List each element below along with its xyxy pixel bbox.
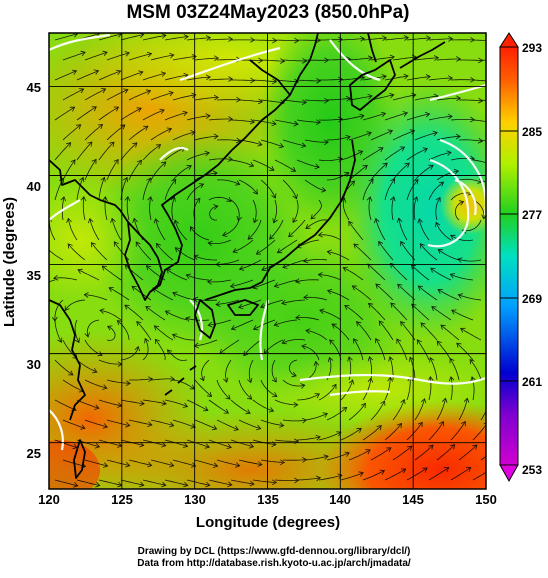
y-tick-label: 25 (27, 446, 41, 461)
streamline-arrowhead (38, 291, 43, 296)
colorbar-bottom-arrow (500, 465, 518, 481)
streamline-arrowhead (487, 399, 492, 404)
colorbar-top-arrow (500, 33, 518, 47)
colorbar-tick-label: 293 (522, 41, 542, 55)
temperature-field (0, 5, 548, 540)
x-tick-label: 125 (111, 492, 133, 507)
colorbar-tick-label: 253 (522, 463, 542, 477)
y-axis-label: Latitude (degrees) (1, 197, 18, 327)
y-tick-label: 45 (27, 80, 41, 95)
colorbar-tick-label: 277 (522, 208, 542, 222)
colorbar-scale (500, 47, 518, 465)
streamline-arrowhead (492, 120, 497, 125)
x-tick-label: 135 (257, 492, 279, 507)
x-axis-label: Longitude (degrees) (196, 514, 340, 531)
y-tick-label: 40 (27, 179, 41, 194)
x-tick-label: 120 (38, 492, 60, 507)
map-title: MSM 03Z24May2023 (850.0hPa) (126, 2, 409, 23)
colorbar: 293 285 277 269 261 253 (500, 33, 542, 481)
x-axis: 120 125 130 135 140 145 150 Longitude (d… (38, 492, 497, 531)
colorbar-tick-label: 269 (522, 292, 542, 306)
x-tick-label: 140 (329, 492, 351, 507)
colorbar-tick-label: 285 (522, 125, 542, 139)
y-axis: 45 40 35 30 25 Latitude (degrees) (1, 80, 41, 461)
x-tick-label: 145 (402, 492, 424, 507)
streamline-arrowhead (495, 189, 500, 194)
colorbar-tick-label: 261 (522, 375, 542, 389)
y-tick-label: 35 (27, 268, 41, 283)
credits-drawing: Drawing by DCL (https://www.gfd-dennou.o… (0, 546, 548, 557)
y-tick-label: 30 (27, 357, 41, 372)
streamline-arrowhead (495, 446, 500, 450)
streamline-arrowhead (492, 79, 496, 84)
credits-data: Data from http://database.rish.kyoto-u.a… (0, 558, 548, 569)
streamline-arrowhead (488, 468, 493, 472)
streamline-arrowhead (492, 39, 496, 44)
x-tick-label: 150 (475, 492, 497, 507)
x-tick-label: 130 (184, 492, 206, 507)
streamline-arrowhead (491, 163, 496, 168)
